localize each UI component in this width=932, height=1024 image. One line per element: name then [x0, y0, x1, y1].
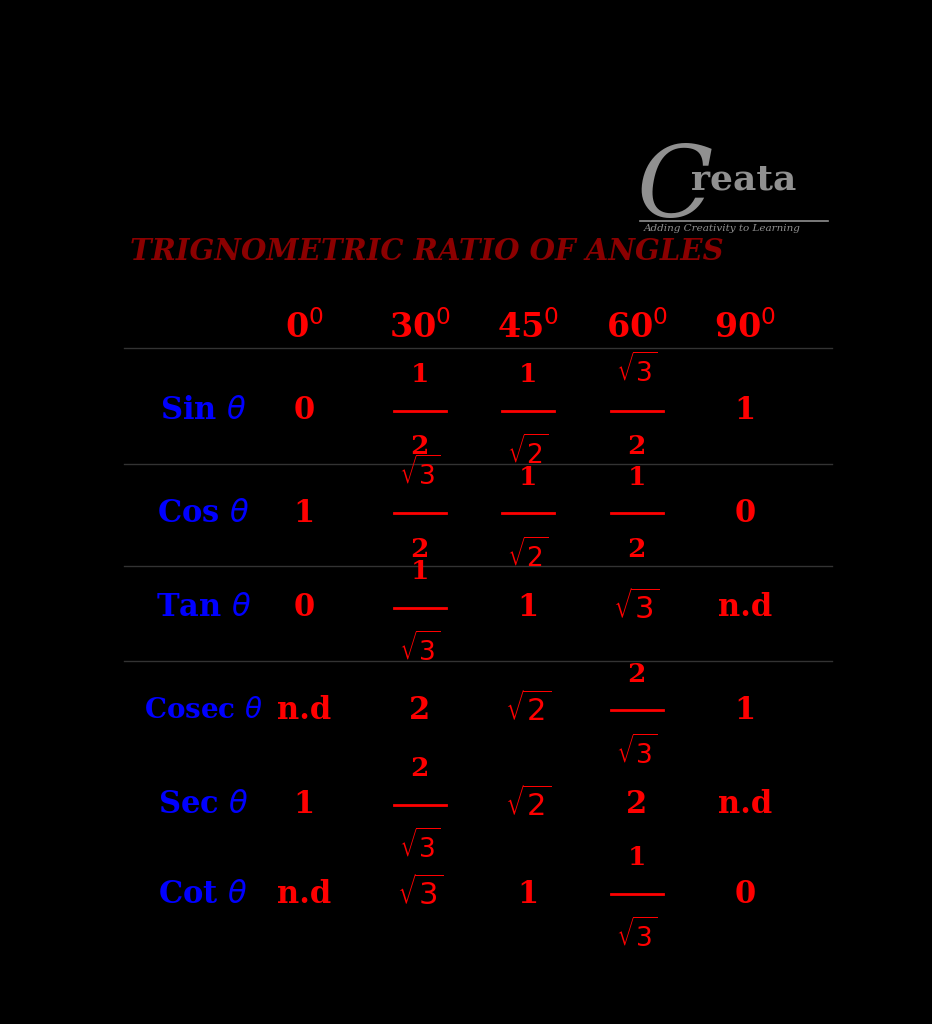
Text: $\sqrt{3}$: $\sqrt{3}$ — [399, 632, 441, 667]
Text: 1: 1 — [734, 395, 756, 426]
Text: Tan $\theta$: Tan $\theta$ — [156, 592, 251, 624]
Text: $\sqrt{3}$: $\sqrt{3}$ — [613, 590, 660, 626]
Text: Cot $\theta$: Cot $\theta$ — [158, 879, 248, 909]
Text: Cos $\theta$: Cos $\theta$ — [157, 498, 250, 528]
Text: 2: 2 — [411, 537, 429, 562]
Text: 0$^0$: 0$^0$ — [285, 310, 323, 345]
Text: C: C — [637, 142, 713, 238]
Text: 0: 0 — [734, 498, 756, 528]
Text: 0: 0 — [294, 395, 315, 426]
Text: $\sqrt{2}$: $\sqrt{2}$ — [507, 537, 549, 571]
Text: $\sqrt{2}$: $\sqrt{2}$ — [507, 434, 549, 469]
Text: $\sqrt{3}$: $\sqrt{3}$ — [616, 734, 657, 769]
Text: 2: 2 — [627, 434, 646, 460]
Text: 2: 2 — [627, 537, 646, 562]
Text: $\sqrt{3}$: $\sqrt{3}$ — [616, 352, 657, 387]
Text: TRIGNOMETRIC RATIO OF ANGLES: TRIGNOMETRIC RATIO OF ANGLES — [130, 238, 724, 266]
Text: 45$^0$: 45$^0$ — [497, 310, 559, 345]
Text: 1: 1 — [627, 846, 646, 870]
Text: n.d: n.d — [718, 592, 772, 624]
Text: n.d: n.d — [277, 695, 332, 726]
Text: 1: 1 — [517, 879, 539, 909]
Text: n.d: n.d — [277, 879, 332, 909]
Text: 1: 1 — [411, 559, 429, 584]
Text: $\sqrt{3}$: $\sqrt{3}$ — [397, 876, 443, 912]
Text: 2: 2 — [409, 695, 431, 726]
Text: 1: 1 — [519, 362, 538, 387]
Text: 1: 1 — [519, 465, 538, 489]
Text: 1: 1 — [294, 790, 315, 820]
Text: 2: 2 — [626, 790, 647, 820]
Text: 1: 1 — [411, 362, 429, 387]
Text: reata: reata — [691, 163, 796, 197]
Text: 30$^0$: 30$^0$ — [389, 310, 451, 345]
Text: Sec $\theta$: Sec $\theta$ — [158, 790, 249, 820]
Text: 2: 2 — [411, 434, 429, 460]
Text: 60$^0$: 60$^0$ — [606, 310, 667, 345]
Text: 2: 2 — [627, 662, 646, 687]
Text: 0: 0 — [294, 592, 315, 624]
Text: $\sqrt{3}$: $\sqrt{3}$ — [399, 455, 441, 489]
Text: $\sqrt{3}$: $\sqrt{3}$ — [399, 828, 441, 863]
Text: Cosec $\theta$: Cosec $\theta$ — [144, 696, 263, 724]
Text: 90$^0$: 90$^0$ — [714, 310, 776, 345]
Text: 1: 1 — [294, 498, 315, 528]
Text: 0: 0 — [734, 879, 756, 909]
Text: 1: 1 — [734, 695, 756, 726]
Text: Adding Creativity to Learning: Adding Creativity to Learning — [644, 224, 801, 232]
Text: $\sqrt{2}$: $\sqrt{2}$ — [505, 786, 552, 823]
Text: n.d: n.d — [718, 790, 772, 820]
Text: 2: 2 — [411, 757, 429, 781]
Text: 1: 1 — [517, 592, 539, 624]
Text: Sin $\theta$: Sin $\theta$ — [160, 395, 246, 426]
Text: 1: 1 — [627, 465, 646, 489]
Text: $\sqrt{2}$: $\sqrt{2}$ — [505, 692, 552, 728]
Text: $\sqrt{3}$: $\sqrt{3}$ — [616, 918, 657, 952]
